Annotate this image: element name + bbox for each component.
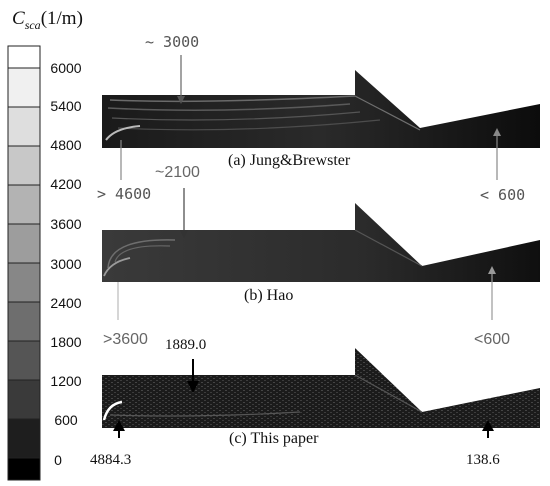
panel-b-caption: (b) Hao [244,287,294,304]
colorbar-band [7,223,41,264]
panel-c-domain [102,348,540,428]
panel-b-upper-annotation: ~2100 [155,164,200,181]
panel-c-left-annotation: 4884.3 [90,452,132,468]
arrow-a-right-head [493,128,501,136]
colorbar-tick: 3000 [50,256,82,272]
panel-b-domain [102,203,540,282]
colorbar-band [7,418,41,459]
panel-c-caption: (c) This paper [229,430,319,447]
colorbar-band [7,301,41,342]
panel-a-left-annotation: > 4600 [97,185,152,203]
colorbar-band [7,457,41,481]
panel-b-left-annotation: >3600 [103,331,148,348]
colorbar-band [7,67,41,108]
colorbar-tick: 6000 [50,60,82,76]
panel-a-right-annotation: < 600 [480,186,526,204]
panel-c-right-annotation: 138.6 [466,452,500,468]
colorbar [7,45,41,481]
colorbar-tick: 4200 [50,176,82,192]
arrow-c-upper-head [187,381,199,393]
colorbar-tick: 2400 [50,295,82,311]
colorbar-band [7,145,41,186]
colorbar-band [7,184,41,225]
colorbar-band [7,45,41,69]
panel-a-domain [102,70,540,148]
arrow-a-upper-head [177,96,185,104]
colorbar-band [7,340,41,381]
colorbar-title-symbol: C [12,8,25,29]
colorbar-title: Csca(1/m) [12,8,83,33]
colorbar-band [7,379,41,420]
panel-b-right-annotation: <600 [474,331,511,348]
colorbar-tick: 1800 [50,334,82,350]
colorbar-title-subscript: sca [24,17,41,32]
colorbar-tick: 4800 [50,137,82,153]
colorbar-title-unit: (1/m) [40,8,83,29]
colorbar-tick: 1200 [50,373,82,389]
colorbar-tick: 0 [54,452,62,468]
colorbar-tick: 3600 [50,216,82,232]
arrow-c-right-head [482,420,494,431]
colorbar-band [7,106,41,147]
panel-c-upper-annotation: 1889.0 [165,337,207,353]
annotation-arrows [113,55,501,438]
arrow-c-left-head [113,420,125,431]
panel-a-upper-annotation: ~ 3000 [145,33,200,51]
colorbar-tick: 5400 [50,98,82,114]
colorbar-band [7,262,41,303]
arrow-b-upper-head [180,230,188,238]
colorbar-tick: 600 [54,412,78,428]
arrow-b-right-head [488,266,496,274]
panel-a-caption: (a) Jung&Brewster [228,152,351,169]
